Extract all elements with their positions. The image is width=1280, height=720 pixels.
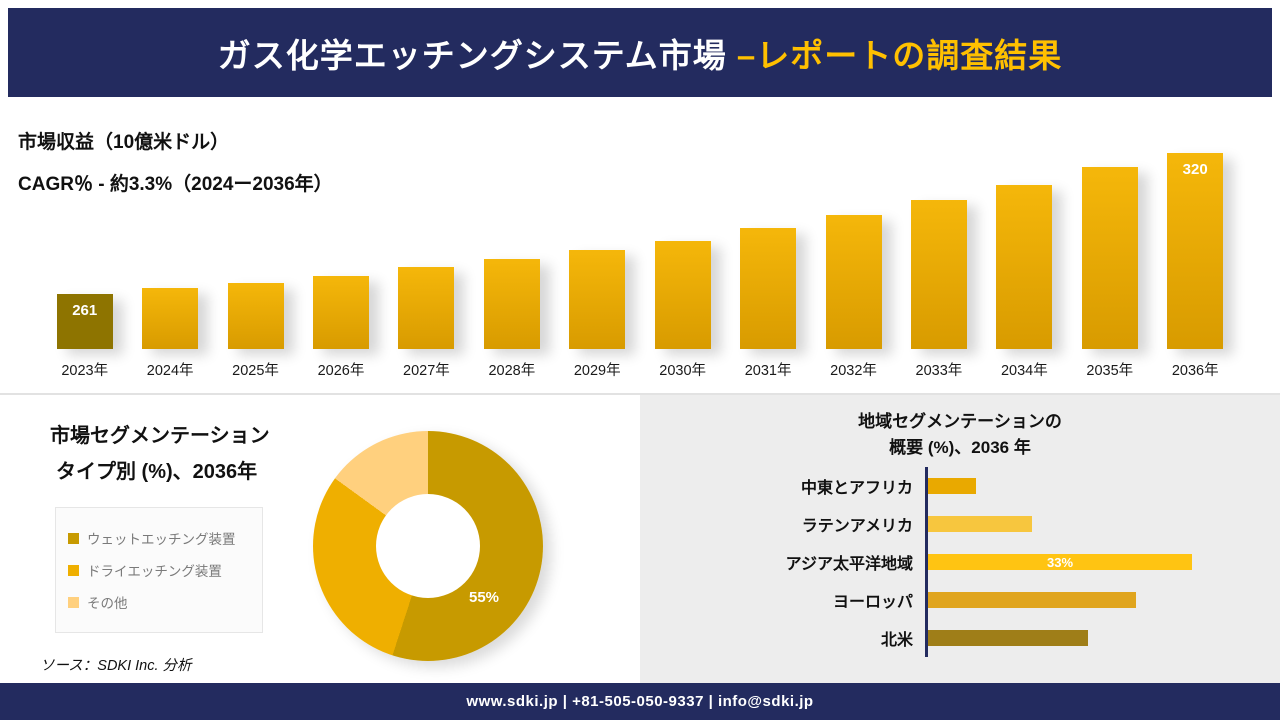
page-title-main: ガス化学エッチングシステム市場	[217, 36, 737, 74]
bar-column: 2026年	[298, 141, 383, 379]
bar-value-label: 320	[1182, 161, 1208, 178]
regional-title-line1: 地域セグメンテーションの	[858, 412, 1062, 431]
donut-chart-wrap: 55%	[313, 431, 543, 661]
legend-item: その他	[68, 592, 250, 612]
bar-column: 2024年	[127, 141, 212, 379]
revenue-bar	[483, 259, 540, 349]
legend-swatch	[68, 564, 79, 576]
source-note: ソース：SDKI Inc. 分析	[40, 658, 192, 674]
revenue-bar	[654, 241, 711, 349]
legend-swatch	[68, 596, 79, 608]
revenue-bar: 320	[1167, 153, 1224, 349]
bar-year-label: 2035年	[1086, 363, 1134, 379]
bar-column: 2034年	[982, 141, 1067, 379]
bar-year-label: 2030年	[659, 363, 707, 379]
region-bar	[928, 516, 1032, 532]
revenue-bar	[398, 267, 455, 349]
region-bar-cell	[925, 581, 1230, 619]
region-bar-cell	[925, 619, 1230, 657]
region-chart: 中東とアフリカ ラテンアメリカアジア太平洋地域 33% ヨーロッパ北米	[640, 467, 1230, 657]
region-label: 北米	[880, 632, 913, 649]
region-label: ラテンアメリカ	[801, 518, 913, 535]
bar-year-label: 2026年	[317, 363, 365, 379]
segmentation-legend: ウェットエッチング装置 ドライエッチング装置 その他	[55, 507, 263, 633]
bar-year-label: 2033年	[915, 363, 963, 379]
bar-column: 261 2023年	[42, 141, 127, 379]
footer-bar: www.sdki.jp | +81-505-050-9337 | info@sd…	[0, 683, 1280, 720]
revenue-bar	[910, 200, 967, 349]
legend-label: ウェットエッチング装置	[87, 532, 236, 547]
bar-column: 2028年	[469, 141, 554, 379]
bar-column: 2030年	[640, 141, 725, 379]
segmentation-panel: 市場セグメンテーション タイプ別 (%)、2036年 ウェットエッチング装置 ドラ…	[0, 395, 640, 683]
bar-year-label: 2028年	[488, 363, 536, 379]
legend-item: ウェットエッチング装置	[68, 528, 250, 548]
segmentation-title-line2: タイプ別 (%)、2036年	[56, 461, 258, 483]
footer-text: www.sdki.jp | +81-505-050-9337 | info@sd…	[466, 693, 814, 710]
regional-title-line2: 概要 (%)、2036 年	[889, 438, 1031, 458]
bar-column: 2027年	[384, 141, 469, 379]
bar-year-label: 2024年	[146, 363, 194, 379]
region-value-label: 33%	[1046, 554, 1074, 570]
bottom-panels: 市場セグメンテーション タイプ別 (%)、2036年 ウェットエッチング装置 ドラ…	[0, 393, 1280, 683]
header-banner-wrap: ガス化学エッチングシステム市場 –レポートの調査結果	[0, 0, 1280, 97]
regional-title: 地域セグメンテーションの 概要 (%)、2036 年	[640, 409, 1280, 462]
bar-year-label: 2034年	[1000, 363, 1048, 379]
revenue-bar	[569, 250, 626, 349]
header-banner: ガス化学エッチングシステム市場 –レポートの調査結果	[8, 8, 1272, 97]
legend-swatch	[68, 532, 79, 544]
region-bar	[928, 592, 1136, 608]
revenue-bar	[996, 185, 1053, 349]
revenue-bar	[740, 228, 797, 349]
bar-year-label: 2025年	[232, 363, 279, 379]
bar-year-label: 2032年	[830, 363, 877, 379]
revenue-bar	[825, 215, 882, 349]
donut-hole	[376, 494, 480, 598]
regional-panel: 地域セグメンテーションの 概要 (%)、2036 年 中東とアフリカ ラテンアメリ…	[640, 395, 1280, 683]
donut-value-label: 55%	[469, 589, 500, 606]
bar-column: 2033年	[896, 141, 981, 379]
revenue-bar: 261	[56, 294, 113, 349]
revenue-chart-section: 市場収益（10億米ドル） CAGR％ - 約3.3%（2024ー2036年） 2…	[0, 97, 1280, 393]
region-label: 中東とアフリカ	[800, 480, 913, 497]
bar-column: 320 2036年	[1152, 141, 1237, 379]
revenue-bar	[312, 276, 369, 349]
region-label: ヨーロッパ	[832, 594, 913, 611]
segmentation-title-line1: 市場セグメンテーション	[50, 425, 270, 447]
donut-chart: 55%	[313, 431, 543, 661]
region-label: アジア太平洋地域	[785, 556, 913, 573]
cagr-label: CAGR％ - 約3.3%（2024ー2036年）	[18, 174, 333, 195]
bar-value-label: 261	[72, 302, 98, 319]
bar-column: 2029年	[555, 141, 640, 379]
bar-column: 2031年	[725, 141, 810, 379]
bar-year-label: 2036年	[1171, 363, 1219, 379]
bar-column: 2032年	[811, 141, 896, 379]
revenue-bar	[1081, 167, 1138, 349]
revenue-metric-label: 市場収益（10億米ドル）	[18, 132, 230, 153]
revenue-bar	[142, 288, 199, 349]
region-bar-cell	[925, 505, 1230, 543]
legend-label: ドライエッチング装置	[87, 564, 222, 579]
region-bar: 33%	[928, 554, 1192, 570]
region-bar-cell	[925, 467, 1230, 505]
region-bar	[928, 630, 1088, 646]
revenue-bar	[227, 283, 284, 349]
bar-column: 2035年	[1067, 141, 1152, 379]
revenue-bars: 261 2023年 2024年 2025年 2026年 2027年 2028年 2029年 20…	[42, 141, 1238, 379]
region-bar-cell: 33%	[925, 543, 1230, 581]
legend-item: ドライエッチング装置	[68, 560, 250, 580]
bar-year-label: 2029年	[573, 363, 621, 379]
legend-label: その他	[87, 596, 128, 611]
bar-column: 2025年	[213, 141, 298, 379]
region-bar	[928, 478, 976, 494]
page-title: ガス化学エッチングシステム市場 –レポートの調査結果	[218, 29, 1063, 77]
page-title-accent: –レポートの調査結果	[736, 36, 1063, 74]
bar-year-label: 2023年	[61, 363, 109, 379]
bar-year-label: 2027年	[403, 363, 450, 379]
bar-year-label: 2031年	[744, 363, 792, 379]
